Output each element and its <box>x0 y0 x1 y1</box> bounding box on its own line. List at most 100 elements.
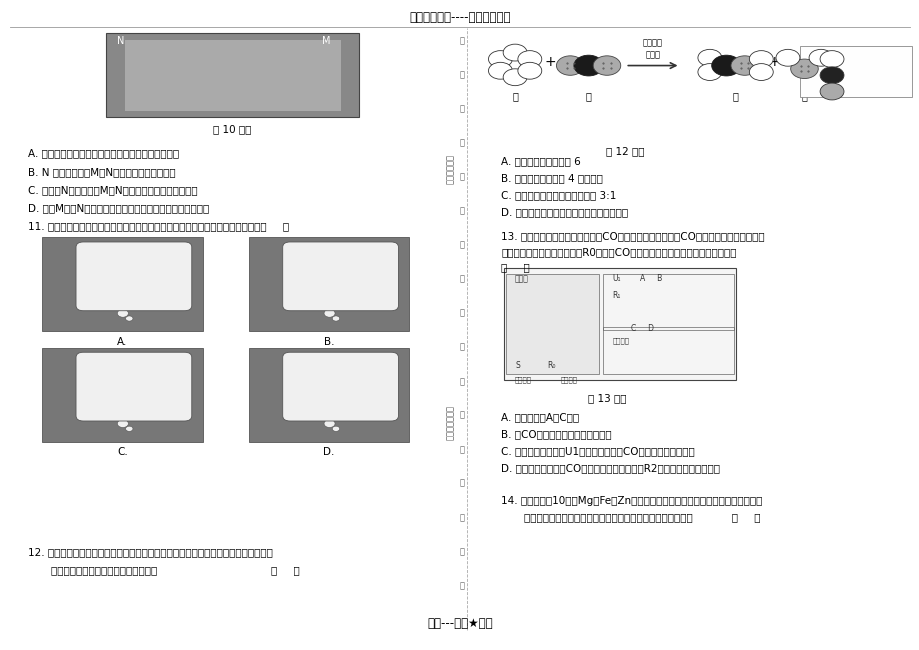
Text: 域: 域 <box>459 513 464 522</box>
FancyBboxPatch shape <box>282 242 398 311</box>
Text: 丙: 丙 <box>732 92 738 101</box>
Circle shape <box>126 316 133 321</box>
Text: B. 当CO浓度升高，电磁铁磁性减弱: B. 当CO浓度升高，电磁铁磁性减弱 <box>501 430 611 439</box>
Text: 三份稀硫酸中，反应完成后，生成氢气的质量关系不可能的是            （     ）: 三份稀硫酸中，反应完成后，生成氢气的质量关系不可能的是 （ ） <box>524 512 760 523</box>
Text: 无: 无 <box>459 547 464 556</box>
FancyBboxPatch shape <box>504 268 735 380</box>
Circle shape <box>731 56 758 75</box>
FancyBboxPatch shape <box>248 348 409 442</box>
Text: 域: 域 <box>459 274 464 283</box>
Text: D.: D. <box>323 447 335 457</box>
Text: 纳米纤维: 纳米纤维 <box>642 38 663 47</box>
Text: D. 氢元素的化合价在反应前后没有发生改变: D. 氢元素的化合价在反应前后没有发生改变 <box>501 207 628 217</box>
Circle shape <box>819 51 843 68</box>
Text: 电铃发声报警。图中气敏电阻R0阻值随CO浓度的增大而减小。下列说法正确的是: 电铃发声报警。图中气敏电阻R0阻值随CO浓度的增大而减小。下列说法正确的是 <box>501 247 736 257</box>
Text: 催化剂: 催化剂 <box>645 50 660 59</box>
Text: R₁: R₁ <box>612 291 620 300</box>
Text: 第 13 题图: 第 13 题图 <box>587 393 626 403</box>
Text: 题: 题 <box>459 206 464 215</box>
Text: 13. 如图是小敏设计的汽车尾气中CO排放量的检测电路。当CO浓度高于某一设定值时，: 13. 如图是小敏设计的汽车尾气中CO排放量的检测电路。当CO浓度高于某一设定值… <box>501 231 764 241</box>
FancyBboxPatch shape <box>125 40 340 111</box>
Text: +: + <box>544 55 555 70</box>
Circle shape <box>819 67 843 84</box>
Text: 效: 效 <box>459 581 464 590</box>
Circle shape <box>573 55 603 76</box>
Text: 碳原子: 碳原子 <box>847 69 864 78</box>
Text: D. 为使该检测电路在CO浓度更低时报警，可将R2控制电路的滑片向下移: D. 为使该检测电路在CO浓度更低时报警，可将R2控制电路的滑片向下移 <box>501 463 720 473</box>
Text: A     B: A B <box>640 274 662 283</box>
Text: 肾脏，我形
成的原尿中
含有葡萄糖: 肾脏，我形 成的原尿中 含有葡萄糖 <box>294 251 317 281</box>
Circle shape <box>711 55 741 76</box>
Text: A. 两块清洁器能合在一起的原理是异名磁极相互吸引: A. 两块清洁器能合在一起的原理是异名磁极相互吸引 <box>28 149 179 159</box>
Circle shape <box>775 49 799 66</box>
Text: 其微观示意图如图，下列说法正确的是                                   （     ）: 其微观示意图如图，下列说法正确的是 （ ） <box>51 565 300 575</box>
Circle shape <box>503 44 527 61</box>
FancyBboxPatch shape <box>42 237 202 332</box>
Text: M: M <box>322 36 330 46</box>
Text: 肺，我呼出
的气体只含
有二氧化碳: 肺，我呼出 的气体只含 有二氧化碳 <box>88 361 111 391</box>
Circle shape <box>517 51 541 68</box>
Text: 心脏，血液
经过我以后
含氧量增加: 心脏，血液 经过我以后 含氧量增加 <box>88 251 111 281</box>
Text: A.: A. <box>117 337 128 346</box>
Circle shape <box>808 49 832 66</box>
Circle shape <box>118 309 129 317</box>
Circle shape <box>749 51 772 68</box>
Circle shape <box>593 56 620 75</box>
Text: 答: 答 <box>459 411 464 420</box>
Text: 生: 生 <box>459 138 464 147</box>
Text: C. 用久后，电源电压U1会减小，报警时CO最小浓度比设定值高: C. 用久后，电源电压U1会减小，报警时CO最小浓度比设定值高 <box>501 447 695 456</box>
Text: 此: 此 <box>459 70 464 79</box>
Text: C     D: C D <box>630 324 653 333</box>
Text: A. 电铃应接在A和C之间: A. 电铃应接在A和C之间 <box>501 413 579 422</box>
Text: 工作电路: 工作电路 <box>612 337 629 344</box>
Text: 区: 区 <box>459 240 464 250</box>
Circle shape <box>517 62 541 79</box>
Text: +: + <box>767 55 779 70</box>
Text: 氢原子: 氢原子 <box>847 53 864 62</box>
Text: 甲: 甲 <box>512 92 517 101</box>
Circle shape <box>503 69 527 86</box>
Text: 控制电路: 控制电路 <box>515 377 531 384</box>
Circle shape <box>323 309 335 317</box>
Text: 考: 考 <box>459 105 464 114</box>
Circle shape <box>698 64 721 81</box>
FancyBboxPatch shape <box>282 352 398 421</box>
Text: （     ）: （ ） <box>501 262 529 272</box>
FancyBboxPatch shape <box>107 33 358 118</box>
Circle shape <box>749 64 772 81</box>
Text: 答: 答 <box>459 173 464 181</box>
Text: B. N 受到的重力和M对N的吸引力是一对平衡力: B. N 受到的重力和M对N的吸引力是一对平衡力 <box>28 167 176 177</box>
Text: 12. 我国科研人员成功研制出一种纳米纤维催化剂可将二氧化碳转化成液体燃料甲醇，: 12. 我国科研人员成功研制出一种纳米纤维催化剂可将二氧化碳转化成液体燃料甲醇， <box>28 547 273 558</box>
Text: N: N <box>118 36 125 46</box>
Text: 14. 将质量均为10克的Mg、Fe、Zn三种金属分别放入质量和溶质质量分数均相同的: 14. 将质量均为10克的Mg、Fe、Zn三种金属分别放入质量和溶质质量分数均相… <box>501 495 762 506</box>
Text: 第 12 题图: 第 12 题图 <box>606 147 644 157</box>
Text: 专心---专注★专业: 专心---专注★专业 <box>426 617 493 630</box>
Text: R₀: R₀ <box>547 361 555 370</box>
Text: 题: 题 <box>459 445 464 454</box>
Text: 非: 非 <box>459 309 464 318</box>
Circle shape <box>126 426 133 432</box>
Circle shape <box>323 420 335 428</box>
Text: 氧原子: 氧原子 <box>847 85 864 94</box>
Circle shape <box>488 51 512 68</box>
Text: 考生答题区域: 考生答题区域 <box>446 154 455 185</box>
Circle shape <box>698 49 721 66</box>
Circle shape <box>819 83 843 100</box>
Text: 气敏电阻: 气敏电阻 <box>561 377 577 384</box>
Text: C.: C. <box>117 447 128 457</box>
Text: 胰腺，我分
泌的胰液不
含有消化酶: 胰腺，我分 泌的胰液不 含有消化酶 <box>294 361 317 391</box>
Text: A. 甲的相对分子质量为 6: A. 甲的相对分子质量为 6 <box>501 157 581 166</box>
Text: 考: 考 <box>459 343 464 352</box>
Text: 精选优质文档----倾情为你奉上: 精选优质文档----倾情为你奉上 <box>409 11 510 24</box>
Text: 第 10 题图: 第 10 题图 <box>213 124 252 134</box>
FancyBboxPatch shape <box>799 46 911 98</box>
Text: S: S <box>515 361 519 370</box>
Text: 非考生答题区域: 非考生答题区域 <box>446 405 455 440</box>
Circle shape <box>332 316 339 321</box>
Text: C. 玻璃对N的支持力和M对N的吸引力是一对相互作用力: C. 玻璃对N的支持力和M对N的吸引力是一对相互作用力 <box>28 185 198 195</box>
FancyBboxPatch shape <box>42 348 202 442</box>
FancyBboxPatch shape <box>76 352 191 421</box>
Circle shape <box>332 426 339 432</box>
FancyBboxPatch shape <box>505 274 599 374</box>
Text: D. 移动M时，N也能跟着一起移动，说明力能改变物体的形状: D. 移动M时，N也能跟着一起移动，说明力能改变物体的形状 <box>28 203 210 213</box>
